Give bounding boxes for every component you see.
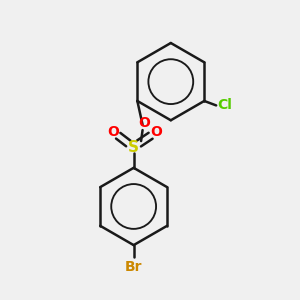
Text: Br: Br bbox=[125, 260, 142, 274]
Text: O: O bbox=[107, 125, 119, 139]
Text: O: O bbox=[138, 116, 150, 130]
Text: S: S bbox=[128, 140, 139, 154]
Text: O: O bbox=[150, 125, 162, 139]
Text: Cl: Cl bbox=[218, 98, 232, 112]
